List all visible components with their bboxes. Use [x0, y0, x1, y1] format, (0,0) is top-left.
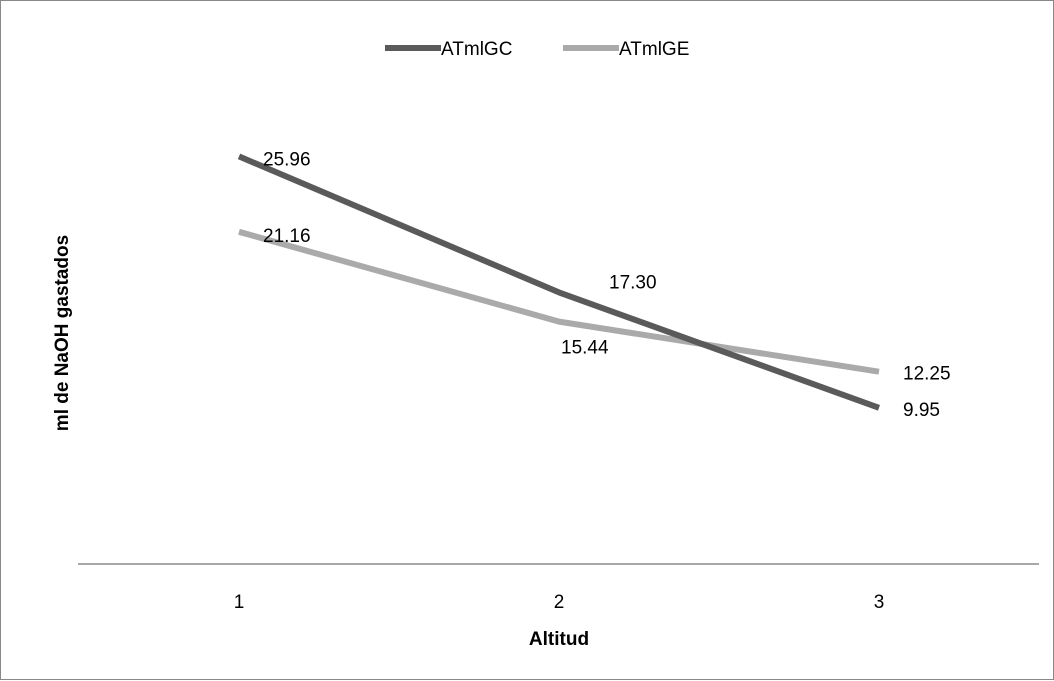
data-labels: 25.96 17.30 9.95 21.16 15.44 12.25: [263, 149, 951, 420]
data-label: 17.30: [609, 272, 657, 293]
series-line-atmlge: [238, 228, 880, 375]
data-label: 12.25: [903, 364, 951, 385]
x-axis-title: Altitud: [529, 629, 589, 650]
x-tick-labels: 1 2 3: [234, 592, 885, 613]
x-tick-label: 1: [234, 592, 245, 613]
legend-label: ATmlGE: [619, 39, 689, 60]
series-line-atmlgc: [237, 153, 881, 411]
legend-item-atmlgc: ATmlGC: [385, 39, 512, 60]
data-label: 25.96: [263, 149, 311, 170]
series-layer: [237, 153, 881, 411]
x-tick-label: 2: [554, 592, 565, 613]
y-axis-title: ml de NaOH gastados: [52, 235, 73, 431]
legend: ATmlGC ATmlGE: [385, 39, 689, 60]
legend-label: ATmlGC: [441, 39, 512, 60]
legend-item-atmlge: ATmlGE: [563, 39, 689, 60]
data-label: 21.16: [263, 226, 311, 247]
data-label: 9.95: [903, 400, 940, 421]
x-tick-label: 3: [874, 592, 885, 613]
data-label: 15.44: [561, 338, 609, 359]
